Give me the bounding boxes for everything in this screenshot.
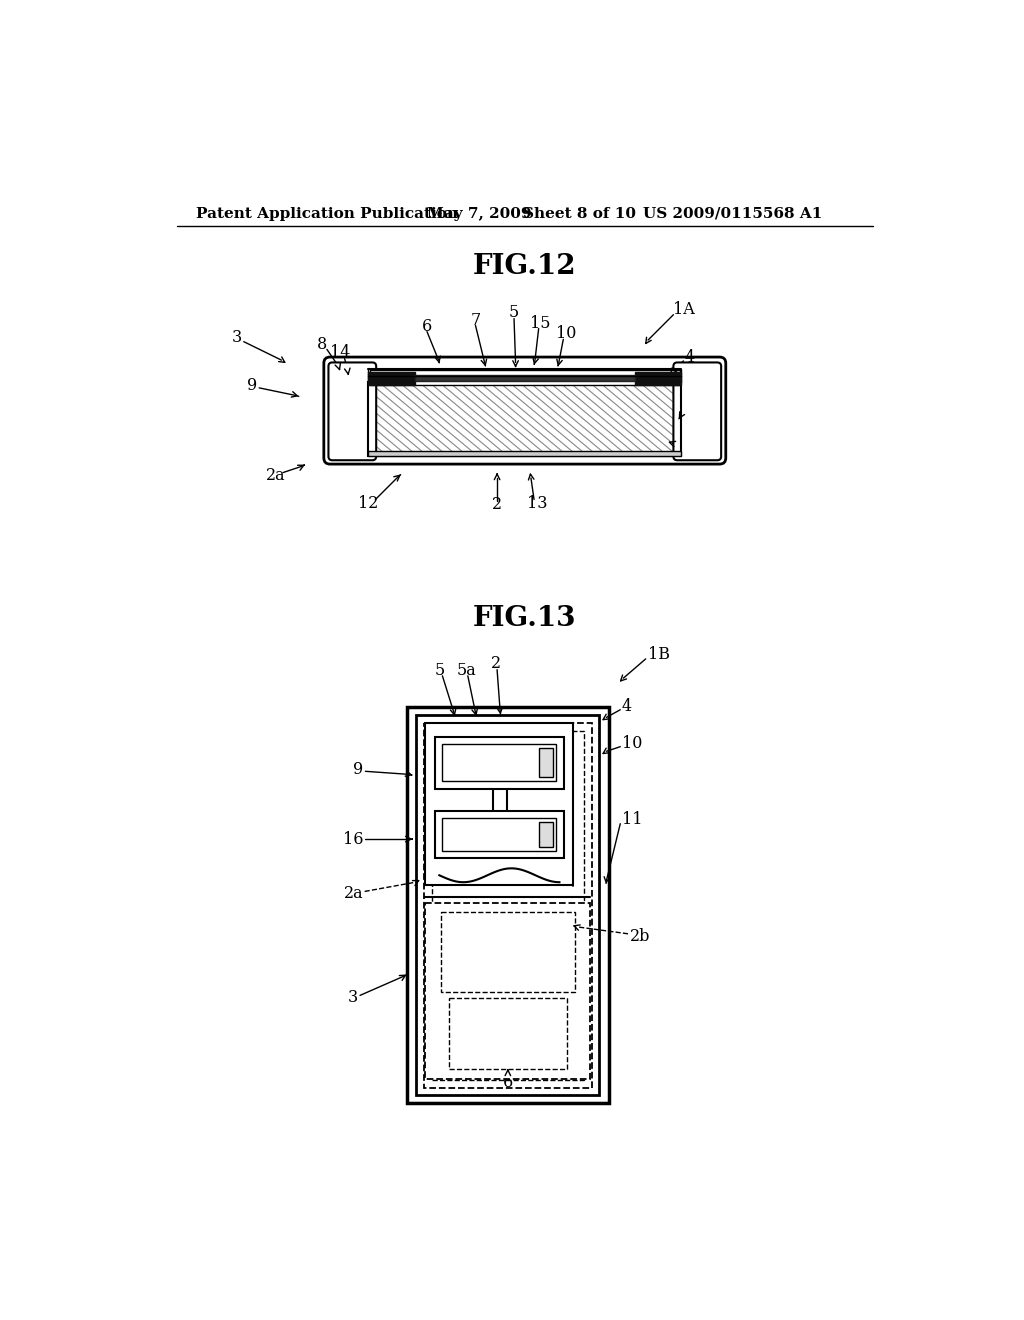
- Text: 4: 4: [622, 698, 632, 715]
- Text: 1B: 1B: [648, 645, 670, 663]
- FancyBboxPatch shape: [329, 363, 376, 461]
- Text: 3: 3: [231, 329, 242, 346]
- Text: 5: 5: [509, 304, 519, 321]
- Text: 10: 10: [556, 326, 577, 342]
- Text: 13: 13: [527, 495, 548, 512]
- Text: 11: 11: [622, 810, 642, 828]
- Text: May 7, 2009: May 7, 2009: [427, 207, 531, 220]
- Text: 7: 7: [470, 312, 480, 329]
- Text: 2b: 2b: [683, 441, 703, 458]
- Text: 4: 4: [685, 348, 695, 366]
- Text: 15: 15: [530, 314, 551, 331]
- Text: 2b: 2b: [630, 928, 650, 945]
- Bar: [540, 748, 553, 777]
- Text: US 2009/0115568 A1: US 2009/0115568 A1: [643, 207, 822, 220]
- Text: 10: 10: [622, 735, 642, 752]
- Text: 16: 16: [343, 830, 364, 847]
- Text: 3: 3: [347, 989, 357, 1006]
- Text: 9: 9: [353, 760, 364, 777]
- Bar: [449, 998, 567, 1069]
- Bar: [370, 370, 680, 385]
- Bar: [369, 381, 681, 457]
- Bar: [635, 372, 681, 385]
- Bar: [416, 715, 599, 1096]
- Text: 5a: 5a: [457, 661, 476, 678]
- Bar: [424, 723, 592, 1088]
- FancyBboxPatch shape: [674, 363, 721, 461]
- Bar: [407, 708, 608, 1104]
- Text: 12: 12: [357, 495, 378, 512]
- Text: 6: 6: [422, 318, 432, 335]
- Bar: [369, 372, 415, 385]
- Text: 5: 5: [435, 661, 445, 678]
- Bar: [415, 375, 635, 381]
- Text: FIG.12: FIG.12: [473, 252, 577, 280]
- Bar: [369, 368, 681, 381]
- Text: Patent Application Publication: Patent Application Publication: [196, 207, 458, 220]
- Text: 9: 9: [247, 378, 257, 395]
- Bar: [435, 737, 564, 789]
- Bar: [441, 912, 574, 993]
- Text: 1A: 1A: [674, 301, 695, 318]
- Bar: [425, 903, 590, 1078]
- Bar: [369, 381, 681, 457]
- Text: 2: 2: [492, 496, 502, 513]
- Text: 14: 14: [330, 345, 350, 360]
- Bar: [425, 723, 573, 884]
- Text: 8: 8: [316, 337, 327, 354]
- Text: 11: 11: [690, 395, 711, 412]
- Text: 2a: 2a: [343, 886, 364, 903]
- Text: 2a: 2a: [265, 467, 285, 484]
- Text: 2: 2: [492, 655, 502, 672]
- Text: Sheet 8 of 10: Sheet 8 of 10: [523, 207, 636, 220]
- FancyBboxPatch shape: [324, 358, 726, 465]
- Bar: [369, 451, 681, 457]
- Bar: [442, 818, 556, 850]
- Bar: [435, 810, 564, 858]
- Bar: [442, 744, 556, 781]
- Bar: [432, 730, 584, 1080]
- Bar: [540, 822, 553, 847]
- Text: FIG.13: FIG.13: [473, 606, 577, 632]
- Text: 6: 6: [503, 1074, 513, 1090]
